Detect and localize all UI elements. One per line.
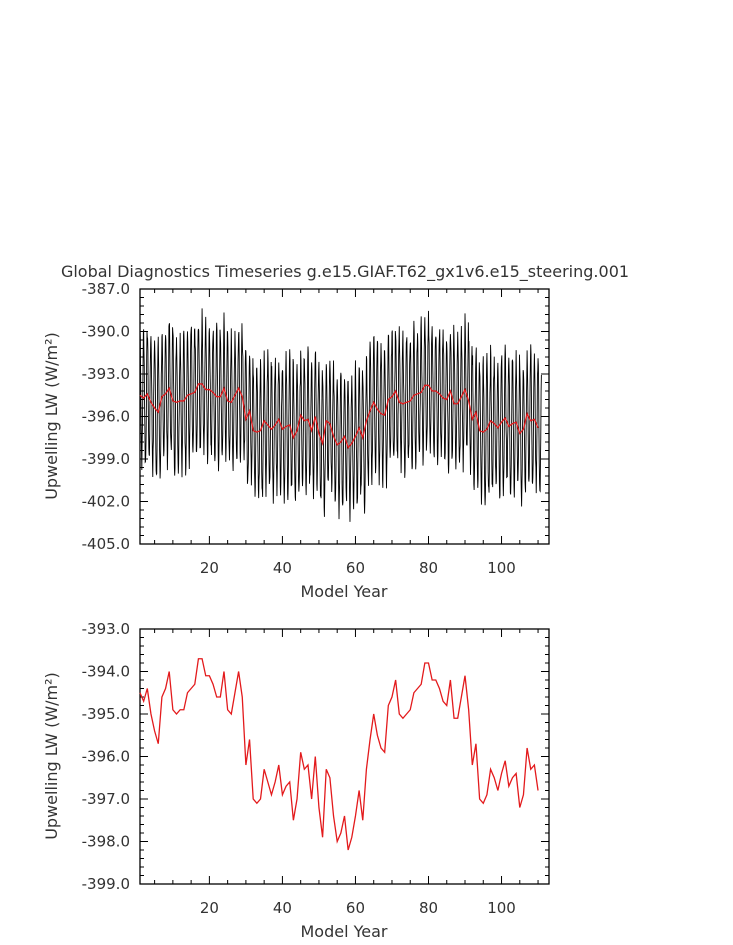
x-tick-label: 20 (200, 899, 219, 917)
x-axis-label: Model Year (301, 922, 388, 941)
y-axis-label: Upwelling LW (W/m²) (42, 332, 61, 500)
y-tick-label: -387.0 (82, 280, 130, 298)
x-tick-label: 60 (346, 899, 365, 917)
x-tick-label: 20 (200, 559, 219, 577)
x-tick-label: 80 (419, 559, 438, 577)
annual-series (139, 383, 539, 449)
y-tick-label: -402.0 (82, 493, 130, 511)
x-tick-label: 100 (487, 899, 516, 917)
tick-labels: 20 40 60 80 100 -405.0 -402.0 -399.0 -396.0 -393.… (82, 280, 516, 577)
annual-line (139, 658, 539, 851)
x-tick-label: 80 (419, 899, 438, 917)
y-axis-label: Upwelling LW (W/m²) (42, 672, 61, 840)
x-tick-label: 60 (346, 559, 365, 577)
chart-title: Global Diagnostics Timeseries g.e15.GIAF… (61, 262, 629, 282)
y-tick-label: -397.0 (82, 790, 130, 808)
y-tick-label: -396.0 (82, 408, 130, 426)
monthly-line (139, 308, 542, 522)
annual-panel: 20 40 60 80 100 -399.0 -398.0 -397.0 -396.0 -395.… (42, 620, 550, 941)
tick-labels: 20 40 60 80 100 -399.0 -398.0 -397.0 -396.0 -395.… (82, 620, 516, 917)
plot-area (139, 628, 550, 885)
y-tick-label: -390.0 (82, 323, 130, 341)
x-axis-label: Model Year (301, 582, 388, 601)
y-tick-label: -393.0 (82, 620, 130, 638)
x-tick-label: 40 (273, 899, 292, 917)
x-tick-label: 40 (273, 559, 292, 577)
y-tick-label: -398.0 (82, 833, 130, 851)
y-tick-label: -399.0 (82, 875, 130, 893)
axis-ticks (140, 288, 549, 545)
x-tick-label: 100 (487, 559, 516, 577)
monthly-series (139, 308, 542, 522)
axis-ticks (140, 628, 549, 885)
annual-series (139, 658, 539, 851)
y-tick-label: -394.0 (82, 663, 130, 681)
y-tick-label: -405.0 (82, 535, 130, 553)
monthly-panel: 20 40 60 80 100 -405.0 -402.0 -399.0 -396.0 -393.… (42, 280, 550, 601)
y-tick-label: -393.0 (82, 365, 130, 383)
y-tick-label: -395.0 (82, 705, 130, 723)
y-tick-label: -396.0 (82, 748, 130, 766)
annual-line (139, 383, 539, 449)
y-tick-label: -399.0 (82, 450, 130, 468)
